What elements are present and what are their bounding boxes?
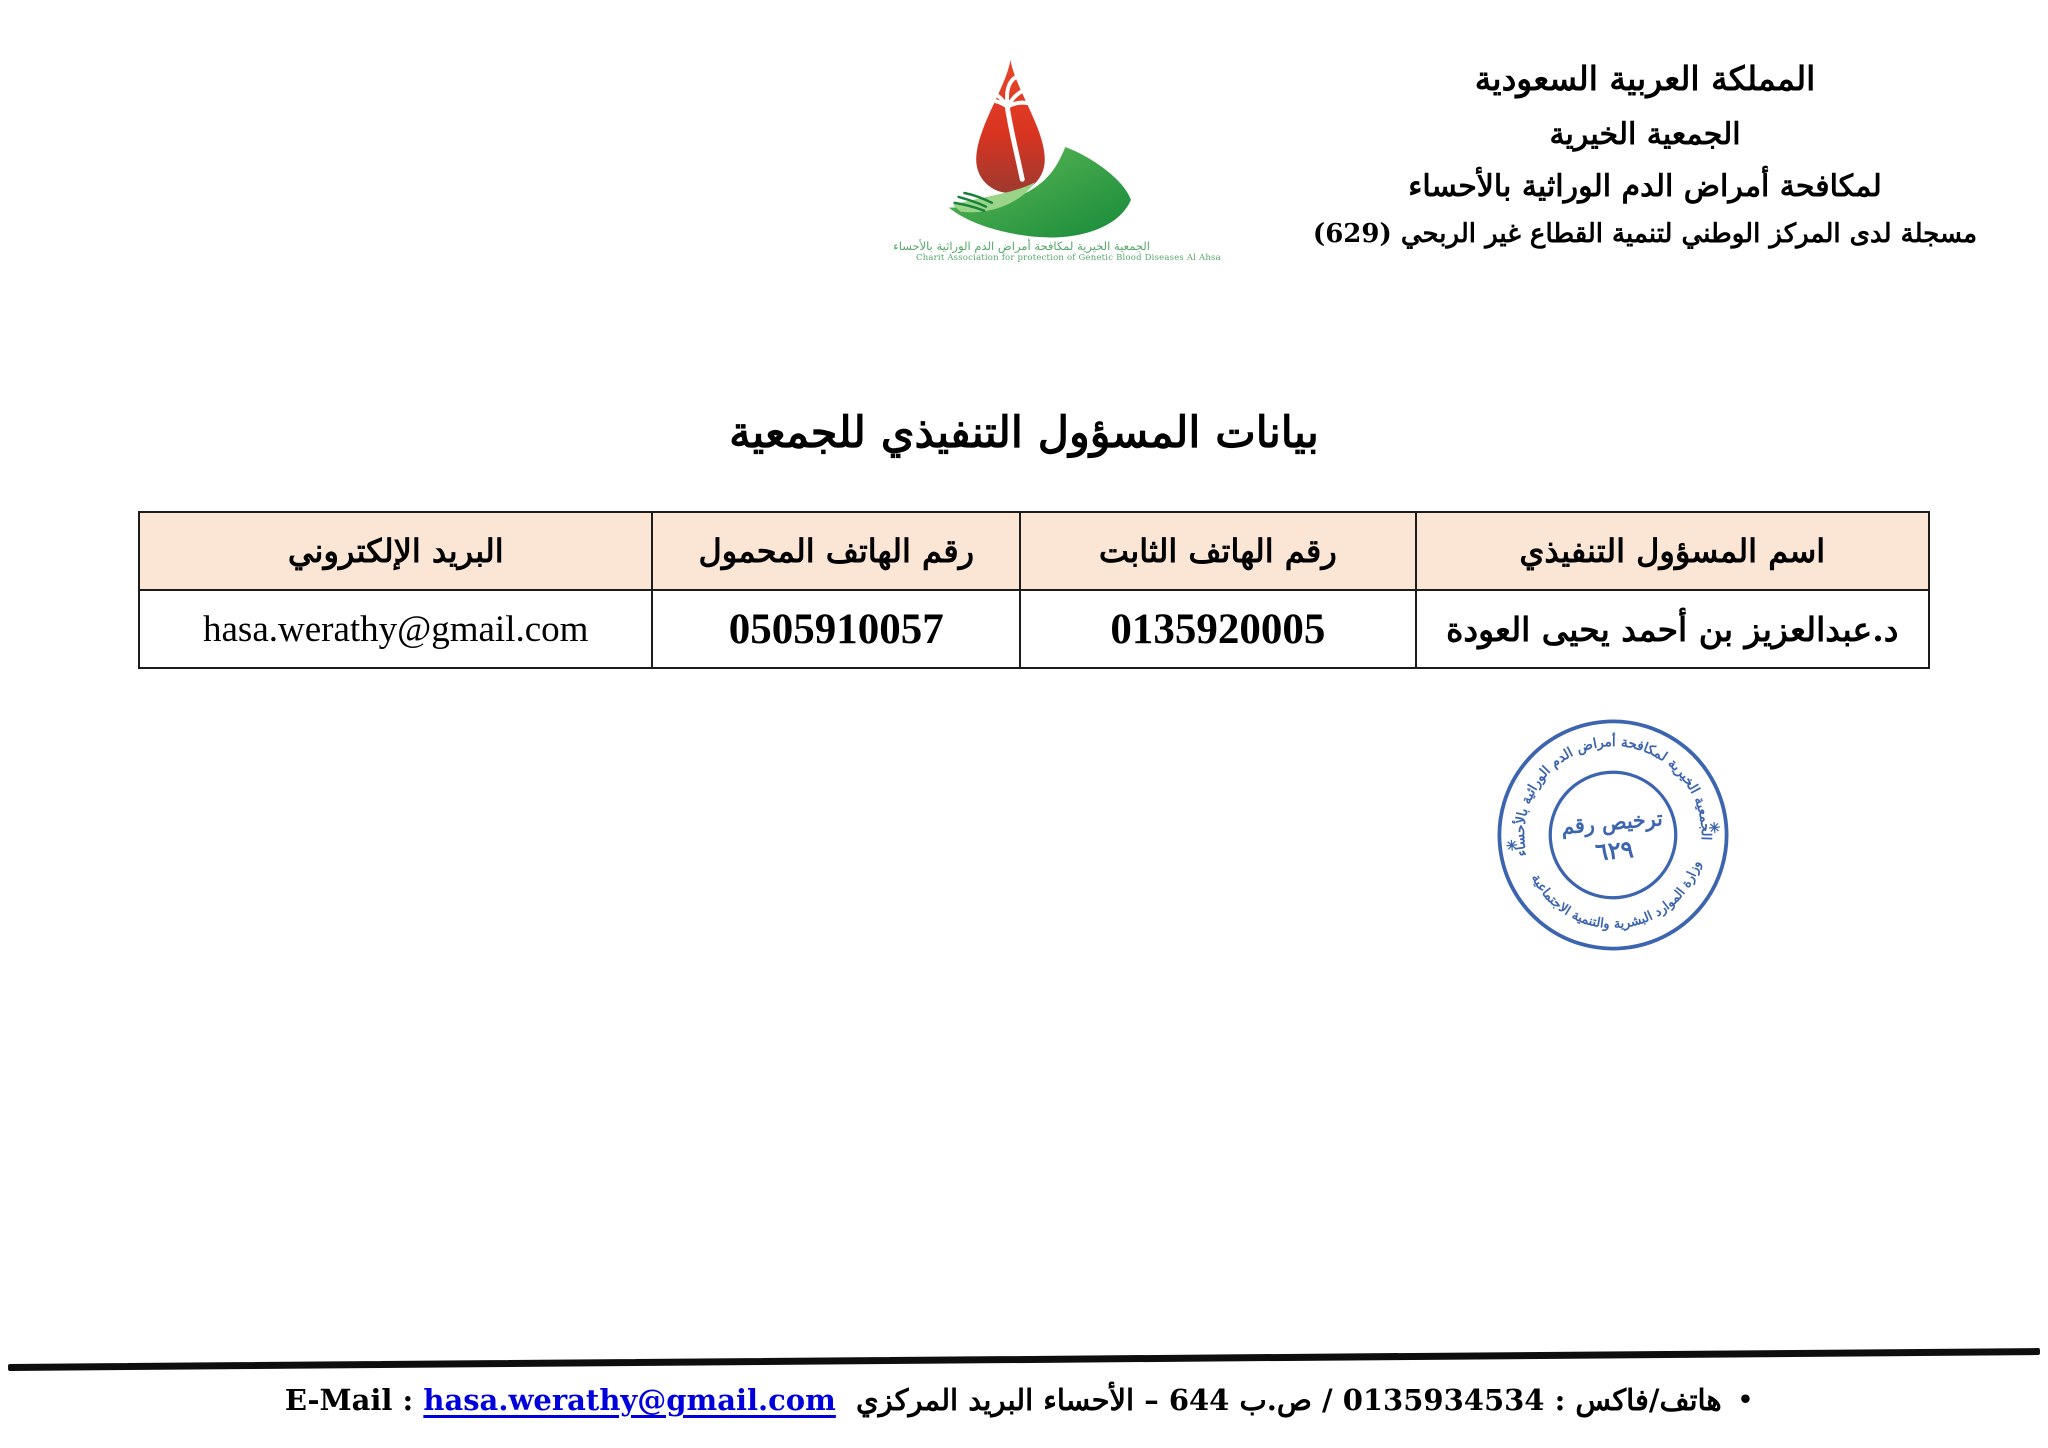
footer-email-segment: E-Mail : hasa.werathy@gmail.com bbox=[285, 1383, 836, 1417]
footer-phone-pobox-text: هاتف/فاكس : 0135934534 / ص.ب 644 – الأحس… bbox=[855, 1383, 1722, 1417]
hand-leaf-icon bbox=[948, 146, 1131, 238]
cell-mobile-number: 0505910057 bbox=[651, 589, 1022, 669]
cell-executive-name: د.عبدالعزيز بن أحمد يحيى العودة bbox=[1414, 589, 1931, 669]
page-title: بيانات المسؤول التنفيذي للجمعية bbox=[729, 408, 1319, 458]
executive-info-table: اسم المسؤول التنفيذي رقم الهاتف الثابت ر… bbox=[137, 511, 1931, 669]
col-header-landline: رقم الهاتف الثابت bbox=[1019, 511, 1417, 591]
org-association-line: الجمعية الخيرية bbox=[1549, 117, 1741, 153]
col-header-email: البريد الإلكتروني bbox=[137, 511, 654, 591]
table-row: د.عبدالعزيز بن أحمد يحيى العودة 01359200… bbox=[137, 589, 1931, 669]
logo-graphic bbox=[948, 59, 1131, 238]
stamp-outer-ring bbox=[1497, 719, 1729, 951]
footer-bullet: • bbox=[1737, 1385, 1754, 1414]
cell-landline-number: 0135920005 bbox=[1019, 589, 1417, 669]
table-header-row: اسم المسؤول التنفيذي رقم الهاتف الثابت ر… bbox=[137, 511, 1931, 591]
footer-email-label: E-Mail : bbox=[284, 1383, 414, 1417]
footer-email-link[interactable]: hasa.werathy@gmail.com bbox=[423, 1383, 836, 1417]
footer-contact-line: • هاتف/فاكس : 0135934534 / ص.ب 644 – الأ… bbox=[0, 1383, 2048, 1417]
org-country-line: المملكة العربية السعودية bbox=[1474, 59, 1816, 98]
org-registration-line: مسجلة لدى المركز الوطني لتنمية القطاع غي… bbox=[1312, 219, 1978, 250]
cell-email: hasa.werathy@gmail.com bbox=[137, 589, 654, 669]
logo-caption-arabic: الجمعية الخيرية لمكافحة أمراض الدم الورا… bbox=[893, 239, 1150, 253]
footer-divider bbox=[8, 1348, 2040, 1371]
official-stamp: الجمعية الخيرية لمكافحة أمراض الدم الورا… bbox=[1497, 719, 1729, 951]
palm-tree-icon bbox=[969, 75, 1045, 182]
logo-caption-english: Charit Association for protection of Gen… bbox=[916, 253, 1221, 264]
col-header-mobile: رقم الهاتف المحمول bbox=[651, 511, 1022, 591]
org-header: المملكة العربية السعودية الجمعية الخيرية… bbox=[1250, 58, 2040, 250]
stamp-license-label: ترخيص رقم bbox=[1560, 806, 1664, 840]
stamp-license-number: ٦٢٩ bbox=[1594, 835, 1635, 866]
association-logo: الجمعية الخيرية لمكافحة أمراض الدم الورا… bbox=[893, 50, 1221, 264]
stamp-star-right: ✳ bbox=[1708, 820, 1721, 837]
col-header-executive-name: اسم المسؤول التنفيذي bbox=[1414, 511, 1931, 591]
stamp-star-left: ✳ bbox=[1505, 838, 1518, 855]
stamp-inner-ring bbox=[1548, 770, 1678, 900]
org-purpose-line: لمكافحة أمراض الدم الوراثية بالأحساء bbox=[1408, 169, 1882, 205]
